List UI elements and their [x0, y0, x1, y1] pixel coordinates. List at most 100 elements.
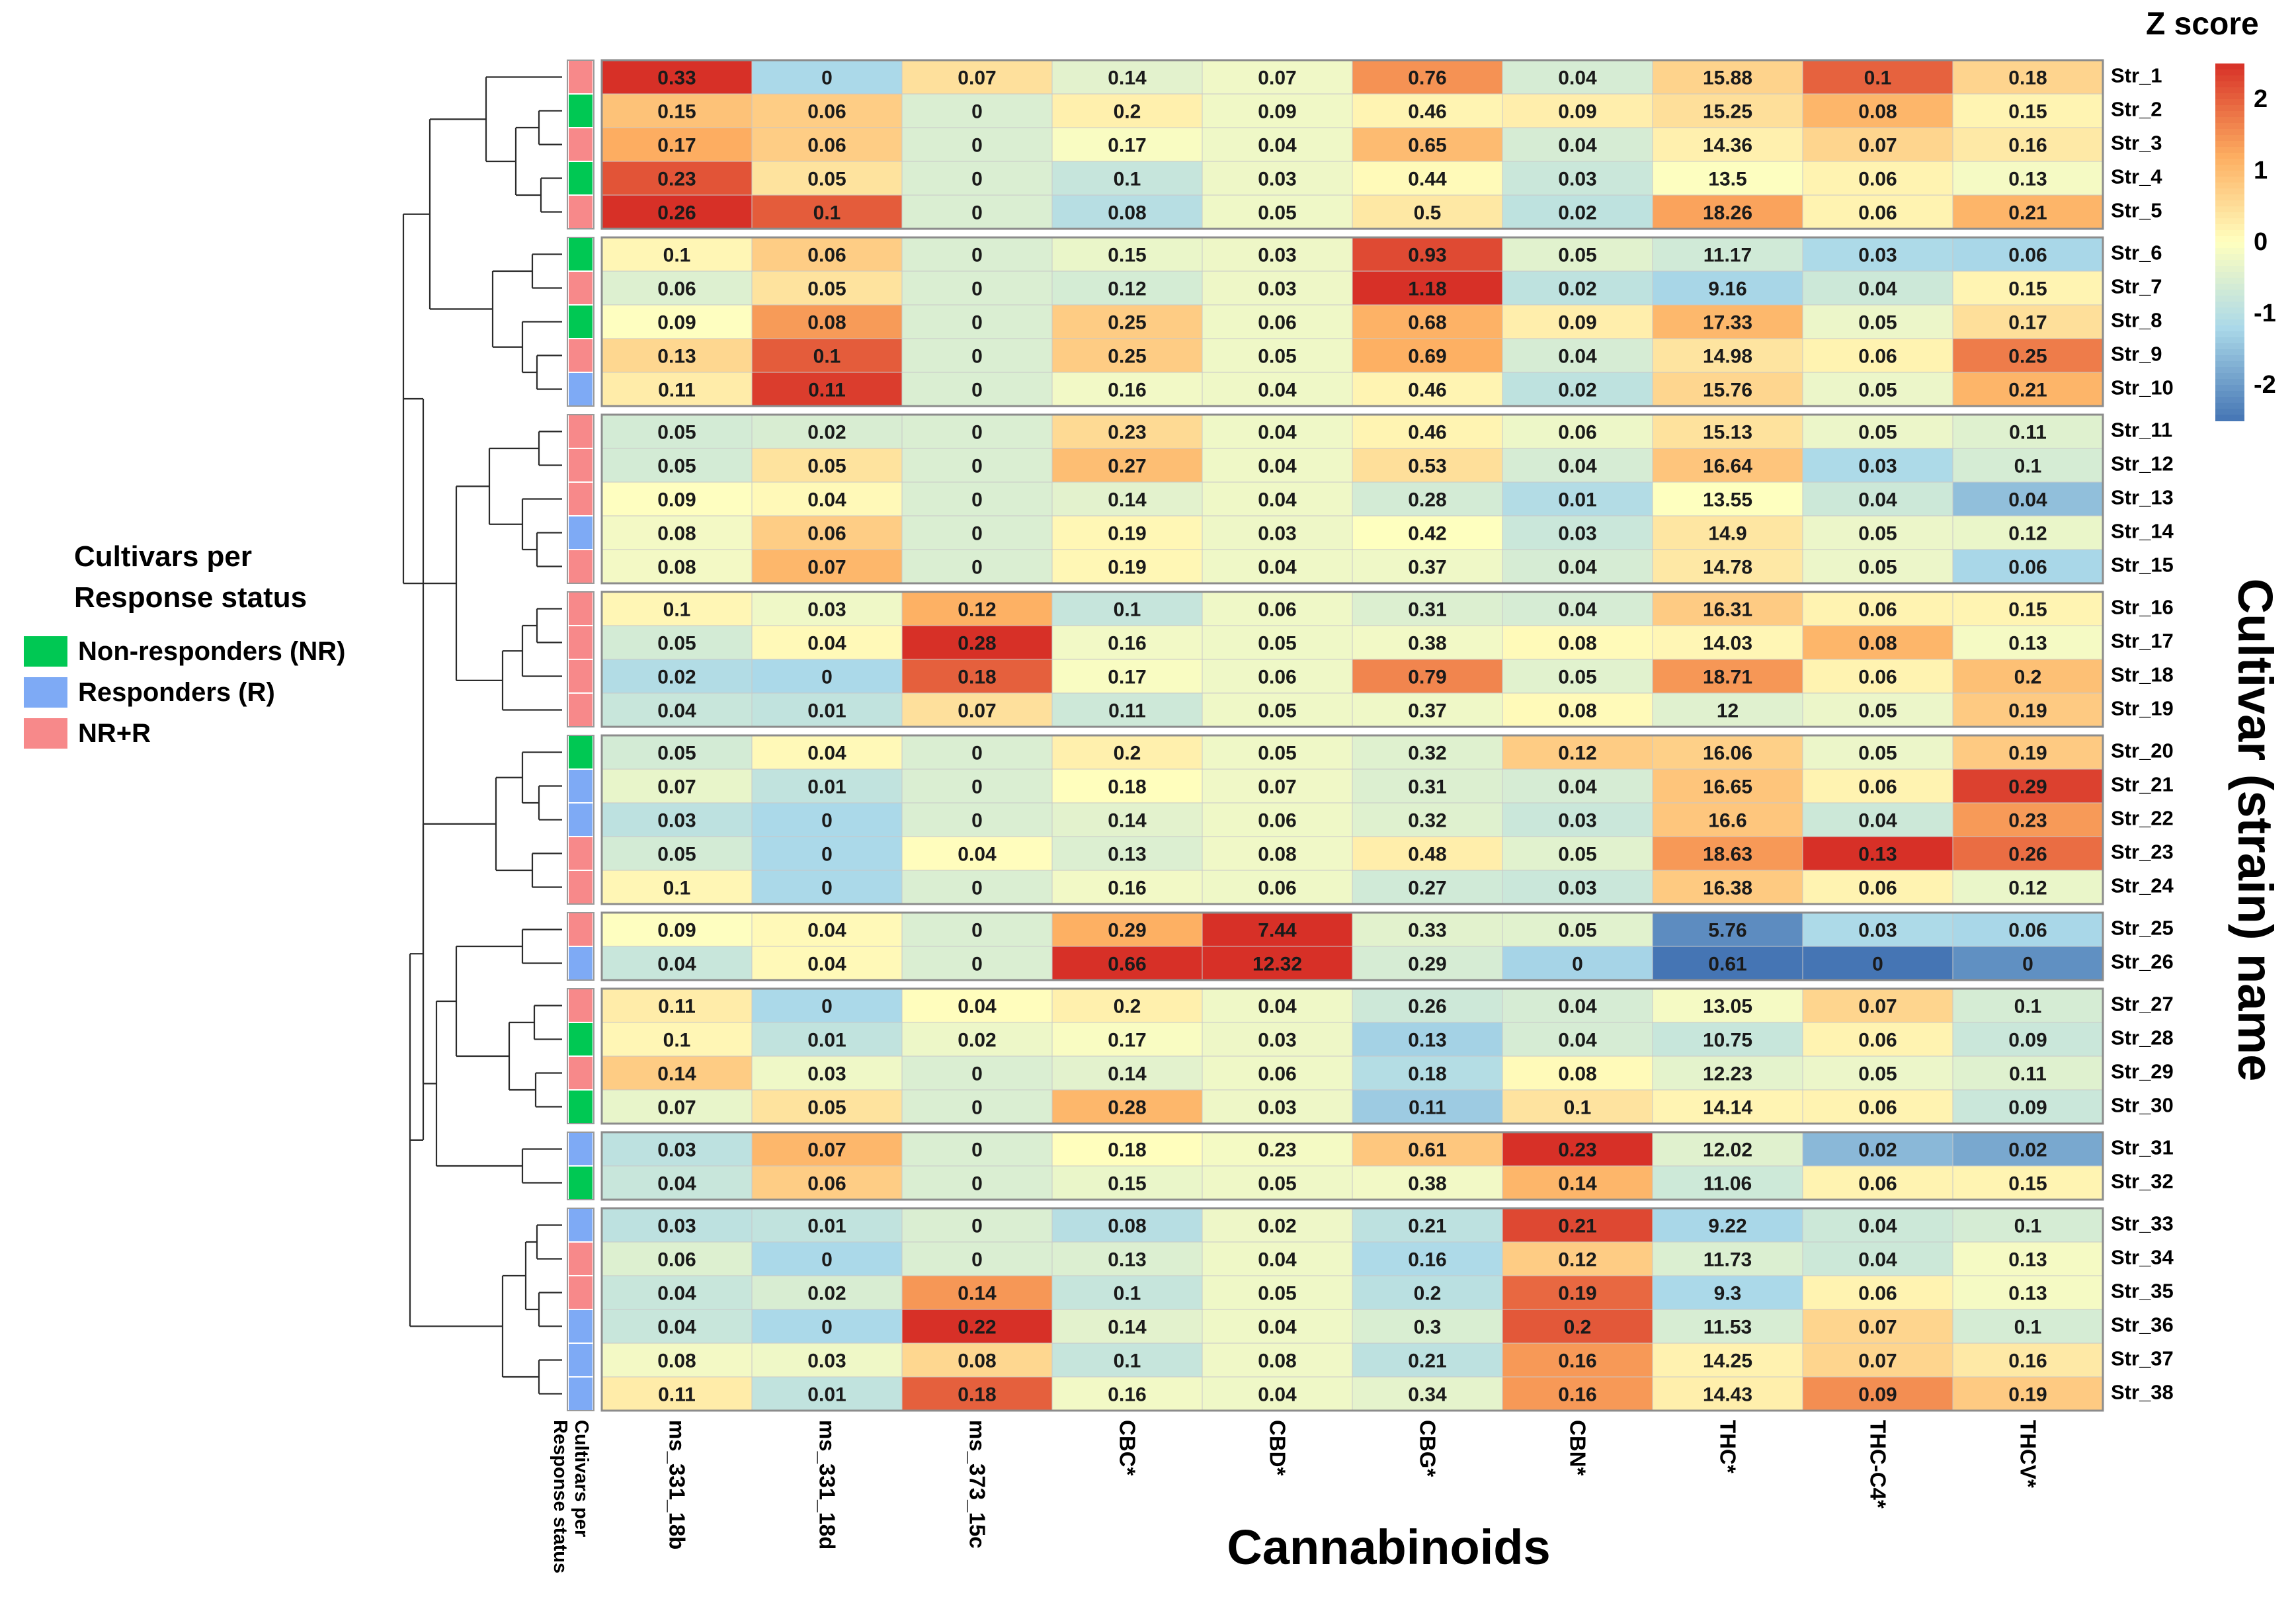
heatmap-cell	[601, 1022, 753, 1057]
cell-value: 0.04	[1858, 489, 1897, 511]
cell-value: 0.04	[2008, 489, 2047, 511]
colorbar-segment	[2215, 313, 2244, 320]
cell-value: 15.76	[1703, 380, 1752, 401]
heatmap-cell	[751, 735, 903, 770]
status-column-label-line-1: Cultivars per	[571, 1420, 592, 1537]
heatmap-cell	[1502, 237, 1653, 272]
heatmap-cell	[1652, 1376, 1803, 1411]
cell-value: 0	[971, 810, 983, 832]
heatmap-cell	[901, 946, 1053, 981]
cell-value: 0.37	[1408, 557, 1446, 579]
heatmap-cell	[1952, 659, 2104, 694]
cell-value: 0.1	[663, 599, 691, 621]
heatmap-cell	[1202, 1165, 1353, 1200]
cell-value: 0	[821, 1249, 833, 1271]
cell-value: 18.63	[1703, 844, 1752, 866]
cell-value: 0	[971, 954, 983, 975]
colorbar-segment	[2215, 117, 2244, 124]
row-label: Str_3	[2111, 132, 2162, 155]
cell-value: 0	[971, 1249, 983, 1271]
cell-value: 0.2	[1564, 1317, 1592, 1339]
status-swatch	[569, 1310, 593, 1342]
cell-value: 0	[971, 1216, 983, 1237]
row-label: Str_26	[2111, 950, 2174, 973]
heatmap-cell	[751, 870, 903, 905]
cell-value: 0	[971, 202, 983, 224]
heatmap-cell	[1352, 194, 1503, 229]
cell-value: 0.09	[1558, 101, 1596, 123]
cluster-frame	[600, 236, 2104, 407]
heatmap-cell	[601, 912, 753, 947]
heatmap-cell	[901, 372, 1053, 407]
heatmap-cell	[1051, 270, 1203, 306]
cell-value: 18.26	[1703, 202, 1752, 224]
cell-value: 0.05	[1858, 380, 1897, 401]
cell-value: 0.04	[1258, 996, 1297, 1018]
heatmap-cell	[1652, 414, 1803, 449]
heatmap-cell	[1652, 237, 1803, 272]
row-label: Str_13	[2111, 486, 2174, 509]
colorbar-segment	[2215, 373, 2244, 380]
cell-value: 0.13	[1108, 844, 1146, 866]
heatmap-cell	[1652, 912, 1803, 947]
cell-value: 11.17	[1703, 245, 1752, 267]
cell-value: 0.05	[807, 278, 846, 300]
heatmap-cell	[1952, 372, 2104, 407]
cell-value: 0.1	[663, 245, 691, 267]
cell-value: 0.05	[1858, 422, 1897, 444]
cell-value: 0	[2022, 954, 2033, 975]
heatmap-cell	[1202, 1309, 1353, 1344]
heatmap-cell	[601, 237, 753, 272]
cell-value: 7.44	[1258, 920, 1297, 942]
heatmap-cell	[1051, 1022, 1203, 1057]
cell-value: 0.03	[657, 810, 696, 832]
cell-value: 0.15	[2008, 599, 2047, 621]
cell-value: 0.06	[2008, 557, 2047, 579]
cell-value: 0.1	[1114, 1350, 1141, 1372]
colorbar-segment	[2215, 242, 2244, 249]
colorbar-segment	[2215, 153, 2244, 159]
row-label: Str_4	[2111, 165, 2162, 188]
heatmap-cell	[1352, 988, 1503, 1023]
cell-value: 0.05	[657, 633, 696, 655]
heatmap-cell	[1352, 270, 1503, 306]
legend-swatch-nr	[24, 636, 67, 667]
heatmap-cell	[1502, 1241, 1653, 1276]
cell-value: 0.16	[1558, 1350, 1596, 1372]
column-label: THC*	[1716, 1420, 1741, 1473]
cell-value: 0.04	[1558, 67, 1597, 89]
cell-value: 0.28	[1408, 489, 1446, 511]
heatmap-cell	[1051, 1165, 1203, 1200]
cell-value: 0.04	[958, 844, 997, 866]
column-labels: ms_331_18b ms_331_18d ms_373_15c CBC* CBD* CB…	[550, 1420, 2041, 1573]
row-label: Str_27	[2111, 993, 2174, 1016]
cell-value: 0.38	[1408, 1173, 1446, 1195]
cell-value: 0.02	[807, 1283, 846, 1305]
cell-value: 0.2	[1114, 996, 1141, 1018]
cell-value: 0.06	[2008, 920, 2047, 942]
cell-value: 14.36	[1703, 135, 1752, 157]
cell-value: 0.13	[2008, 169, 2047, 190]
cell-value: 0.04	[1558, 456, 1597, 477]
cell-value: 0.06	[1258, 878, 1296, 899]
cell-value: 0	[971, 169, 983, 190]
cell-value: 0.93	[1408, 245, 1446, 267]
cell-value: 0.03	[1858, 245, 1897, 267]
colorbar-segment	[2215, 361, 2244, 368]
heatmap-cell	[1652, 659, 1803, 694]
cell-value: 0.08	[1258, 1350, 1296, 1372]
colorbar-segment	[2215, 177, 2244, 183]
heatmap-cell	[1502, 659, 1653, 694]
cell-value: 0.32	[1408, 810, 1446, 832]
cell-value: 0.04	[657, 954, 696, 975]
cell-value: 0.04	[657, 1317, 696, 1339]
heatmap-cell	[1051, 768, 1203, 804]
cell-value: 0	[971, 422, 983, 444]
heatmap-cell	[1352, 161, 1503, 196]
cell-value: 0	[971, 489, 983, 511]
heatmap-cell	[1652, 270, 1803, 306]
cell-value: 0.14	[958, 1283, 997, 1305]
heatmap-cell	[1952, 870, 2104, 905]
row-label: Str_18	[2111, 663, 2174, 686]
cell-value: 0.15	[2008, 278, 2047, 300]
